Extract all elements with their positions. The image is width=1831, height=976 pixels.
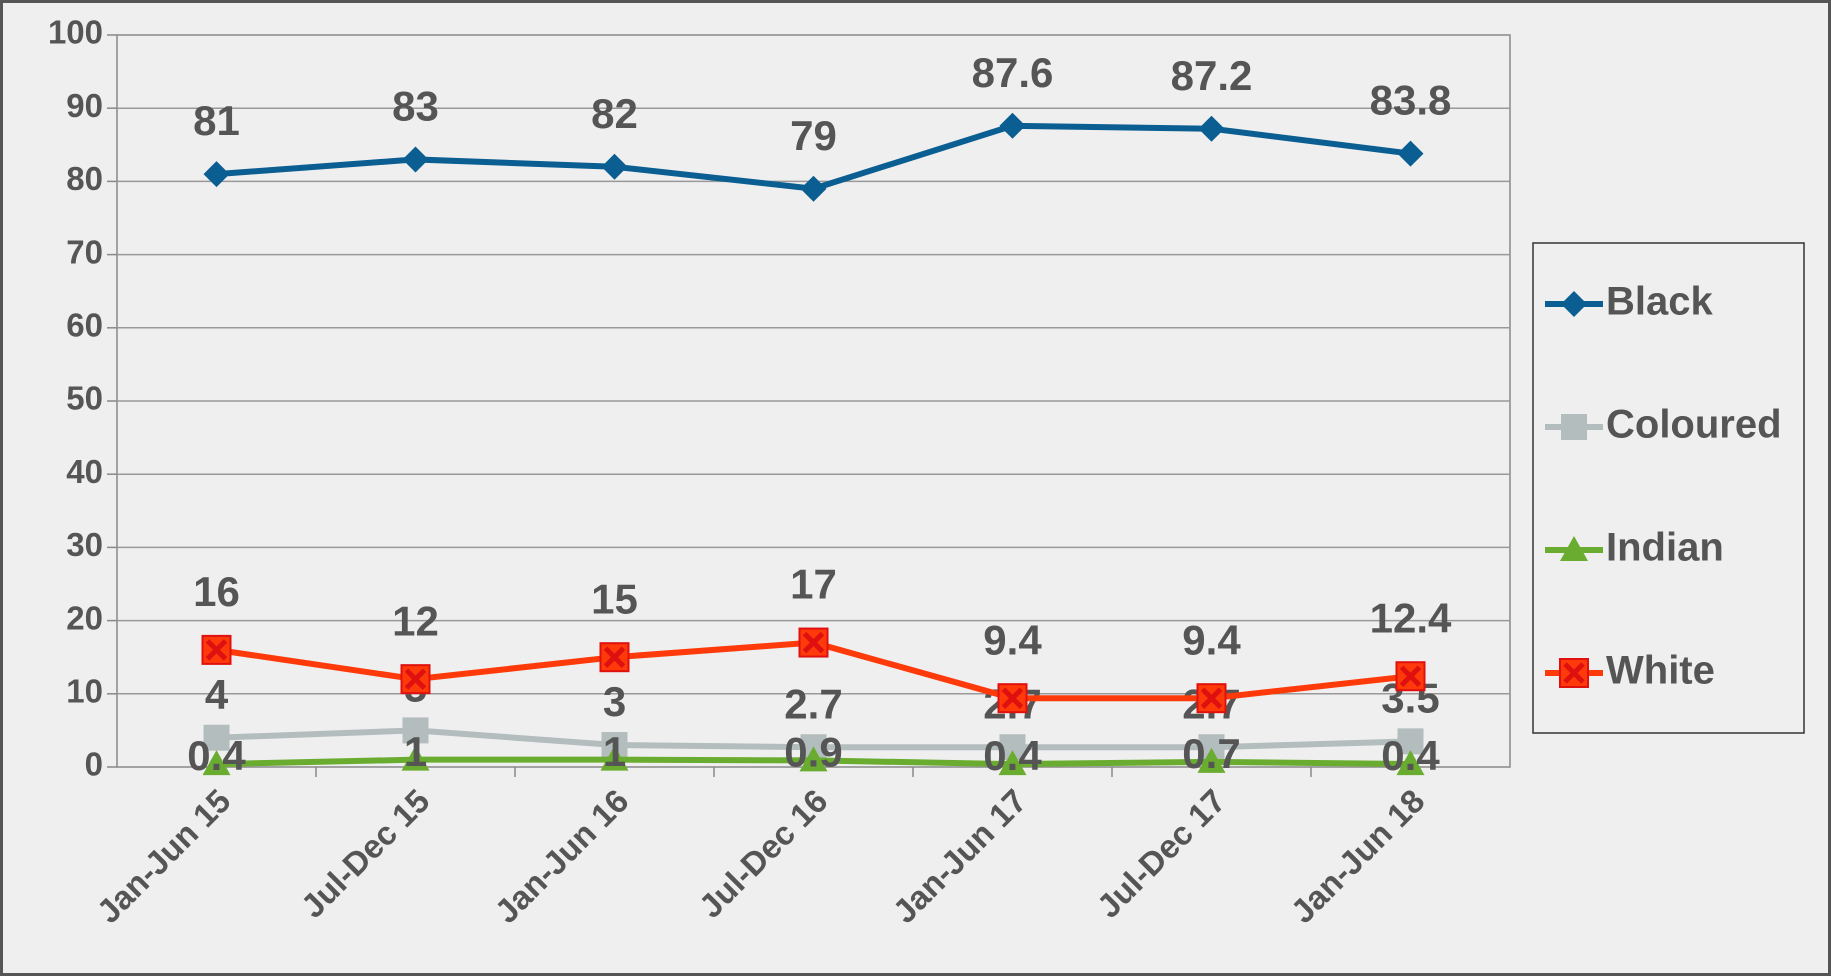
marker-cross bbox=[802, 631, 825, 654]
data-label: 1 bbox=[603, 728, 626, 775]
marker bbox=[402, 146, 429, 173]
marker-cross bbox=[1563, 662, 1585, 684]
marker bbox=[1196, 683, 1227, 714]
marker bbox=[400, 664, 431, 695]
legend-label: Indian bbox=[1606, 526, 1724, 570]
data-label: 4 bbox=[205, 671, 229, 718]
y-tick-label: 60 bbox=[66, 307, 103, 344]
marker-cross bbox=[1200, 687, 1223, 709]
marker bbox=[402, 717, 429, 744]
marker bbox=[401, 745, 430, 771]
marker-cross bbox=[1399, 665, 1422, 687]
marker bbox=[999, 112, 1026, 139]
y-tick-label: 30 bbox=[66, 526, 103, 563]
marker bbox=[1198, 115, 1225, 142]
data-label: 83.8 bbox=[1370, 77, 1452, 124]
data-label: 1 bbox=[404, 728, 427, 775]
data-label: 9.4 bbox=[983, 616, 1042, 663]
y-tick-label: 100 bbox=[48, 14, 103, 51]
y-tick-label: 0 bbox=[85, 746, 103, 783]
marker bbox=[1559, 658, 1589, 688]
y-tick-label: 40 bbox=[66, 453, 103, 490]
marker bbox=[798, 627, 829, 658]
legend-label: White bbox=[1606, 649, 1715, 693]
data-label: 0.4 bbox=[187, 732, 246, 779]
legend-box bbox=[1532, 242, 1805, 734]
marker-box bbox=[1559, 658, 1589, 688]
marker bbox=[1561, 414, 1587, 440]
data-label: 9.4 bbox=[1182, 616, 1241, 663]
legend-label: Coloured bbox=[1606, 403, 1782, 447]
marker bbox=[1560, 536, 1588, 561]
marker bbox=[1197, 747, 1226, 773]
marker bbox=[601, 153, 628, 180]
marker bbox=[203, 161, 230, 188]
data-label: 79 bbox=[790, 112, 837, 159]
marker bbox=[1561, 291, 1587, 317]
data-label: 0.4 bbox=[1381, 732, 1440, 779]
data-label: 0.7 bbox=[1182, 730, 1240, 777]
data-label: 15 bbox=[591, 575, 638, 622]
marker bbox=[1397, 140, 1424, 167]
y-tick-label: 90 bbox=[66, 87, 103, 124]
y-tick-label: 50 bbox=[66, 380, 103, 417]
marker bbox=[997, 683, 1028, 714]
marker-cross bbox=[1001, 687, 1024, 709]
data-label: 82 bbox=[591, 90, 638, 137]
data-label: 2.7 bbox=[784, 680, 842, 727]
data-label: 17 bbox=[790, 561, 837, 608]
marker bbox=[599, 642, 630, 673]
data-label: 0.9 bbox=[784, 729, 842, 776]
marker-cross bbox=[603, 646, 626, 668]
marker bbox=[600, 745, 629, 771]
marker-cross bbox=[205, 639, 228, 661]
data-label: 16 bbox=[193, 568, 240, 615]
marker bbox=[799, 746, 828, 772]
marker bbox=[998, 750, 1027, 776]
data-label: 87.2 bbox=[1171, 52, 1253, 99]
data-label: 83 bbox=[392, 83, 439, 130]
data-label: 81 bbox=[193, 97, 240, 144]
marker bbox=[201, 634, 232, 665]
marker bbox=[203, 724, 230, 751]
y-tick-label: 70 bbox=[66, 233, 103, 270]
marker bbox=[800, 175, 827, 202]
data-label: 12.4 bbox=[1370, 594, 1452, 641]
y-tick-label: 20 bbox=[66, 599, 103, 636]
data-label: 12 bbox=[392, 597, 439, 644]
marker bbox=[1397, 728, 1424, 755]
marker bbox=[1396, 750, 1425, 776]
y-tick-label: 10 bbox=[66, 673, 103, 710]
marker bbox=[1395, 661, 1426, 692]
data-label: 3 bbox=[603, 678, 626, 725]
y-tick-label: 80 bbox=[66, 160, 103, 197]
data-label: 87.6 bbox=[972, 49, 1054, 96]
marker bbox=[202, 750, 231, 776]
marker-cross bbox=[404, 668, 427, 690]
legend-label: Black bbox=[1606, 280, 1713, 324]
data-label: 0.4 bbox=[983, 732, 1042, 779]
